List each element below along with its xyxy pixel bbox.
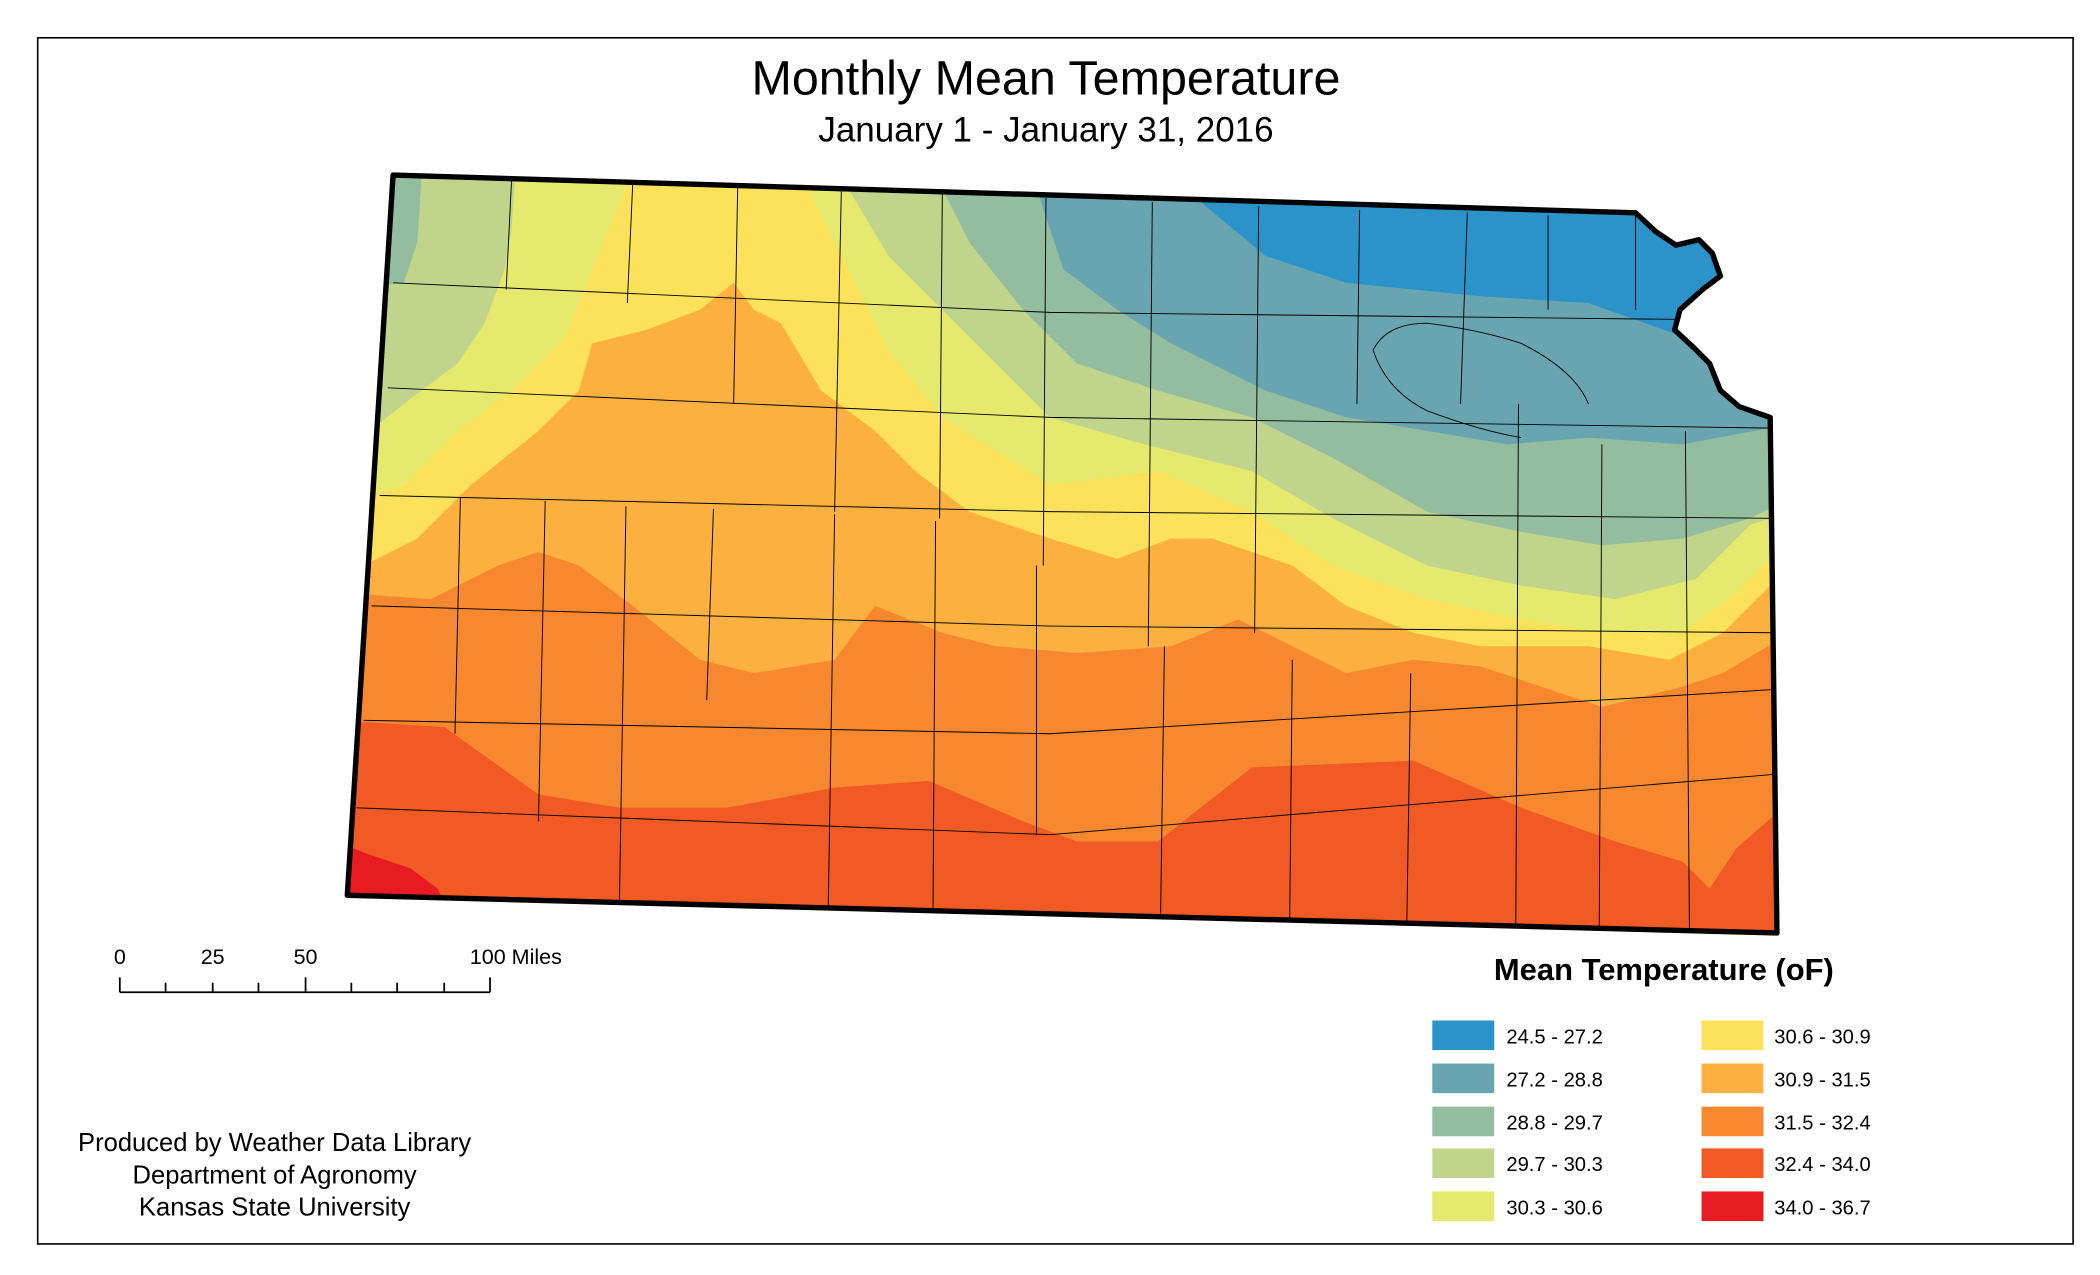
- scale-label-25: 25: [201, 945, 225, 969]
- map-title: Monthly Mean Temperature: [752, 51, 1341, 105]
- credit-line-1: Produced by Weather Data Library: [78, 1129, 471, 1157]
- credit-line-2: Department of Agronomy: [133, 1161, 417, 1189]
- credit-line-3: Kansas State University: [139, 1194, 411, 1222]
- legend-label: 30.9 - 31.5: [1774, 1069, 1871, 1091]
- legend-swatch: [1432, 1148, 1495, 1178]
- legend-label: 31.5 - 32.4: [1774, 1113, 1871, 1135]
- legend-swatch: [1701, 1106, 1764, 1137]
- legend-label: 30.3 - 30.6: [1506, 1197, 1603, 1219]
- scale-label-50: 50: [294, 945, 318, 969]
- legend-label: 27.2 - 28.8: [1506, 1069, 1603, 1091]
- scale-label-100-miles: 100 Miles: [470, 945, 562, 969]
- scale-bar: 0 25 50 100 Miles: [114, 945, 562, 994]
- legend-label: 34.0 - 36.7: [1774, 1197, 1871, 1219]
- legend-swatch: [1432, 1063, 1495, 1094]
- legend-swatch: [1701, 1063, 1764, 1094]
- legend-swatch: [1701, 1020, 1764, 1051]
- legend: Mean Temperature (oF) 24.5 - 27.2 27.2 -…: [1432, 952, 1871, 1222]
- legend-swatch: [1432, 1020, 1495, 1051]
- legend-swatch: [1432, 1106, 1495, 1137]
- legend-title: Mean Temperature (oF): [1494, 952, 1834, 987]
- legend-label: 28.8 - 29.7: [1506, 1113, 1603, 1135]
- legend-label: 24.5 - 27.2: [1506, 1026, 1603, 1048]
- credits: Produced by Weather Data Library Departm…: [78, 1129, 471, 1222]
- legend-swatch: [1701, 1191, 1764, 1222]
- legend-label: 32.4 - 34.0: [1774, 1154, 1871, 1176]
- scale-bar-ticks: [118, 977, 491, 994]
- legend-swatch: [1432, 1191, 1495, 1222]
- legend-swatch: [1701, 1148, 1764, 1178]
- kansas-temperature-map: [347, 175, 1777, 933]
- county-boundaries: [356, 180, 1777, 929]
- map-subtitle: January 1 - January 31, 2016: [818, 110, 1273, 149]
- legend-label: 29.7 - 30.3: [1506, 1154, 1603, 1176]
- scale-label-0: 0: [114, 945, 126, 969]
- kansas-state-outline: [344, 172, 1780, 936]
- legend-label: 30.6 - 30.9: [1774, 1026, 1871, 1048]
